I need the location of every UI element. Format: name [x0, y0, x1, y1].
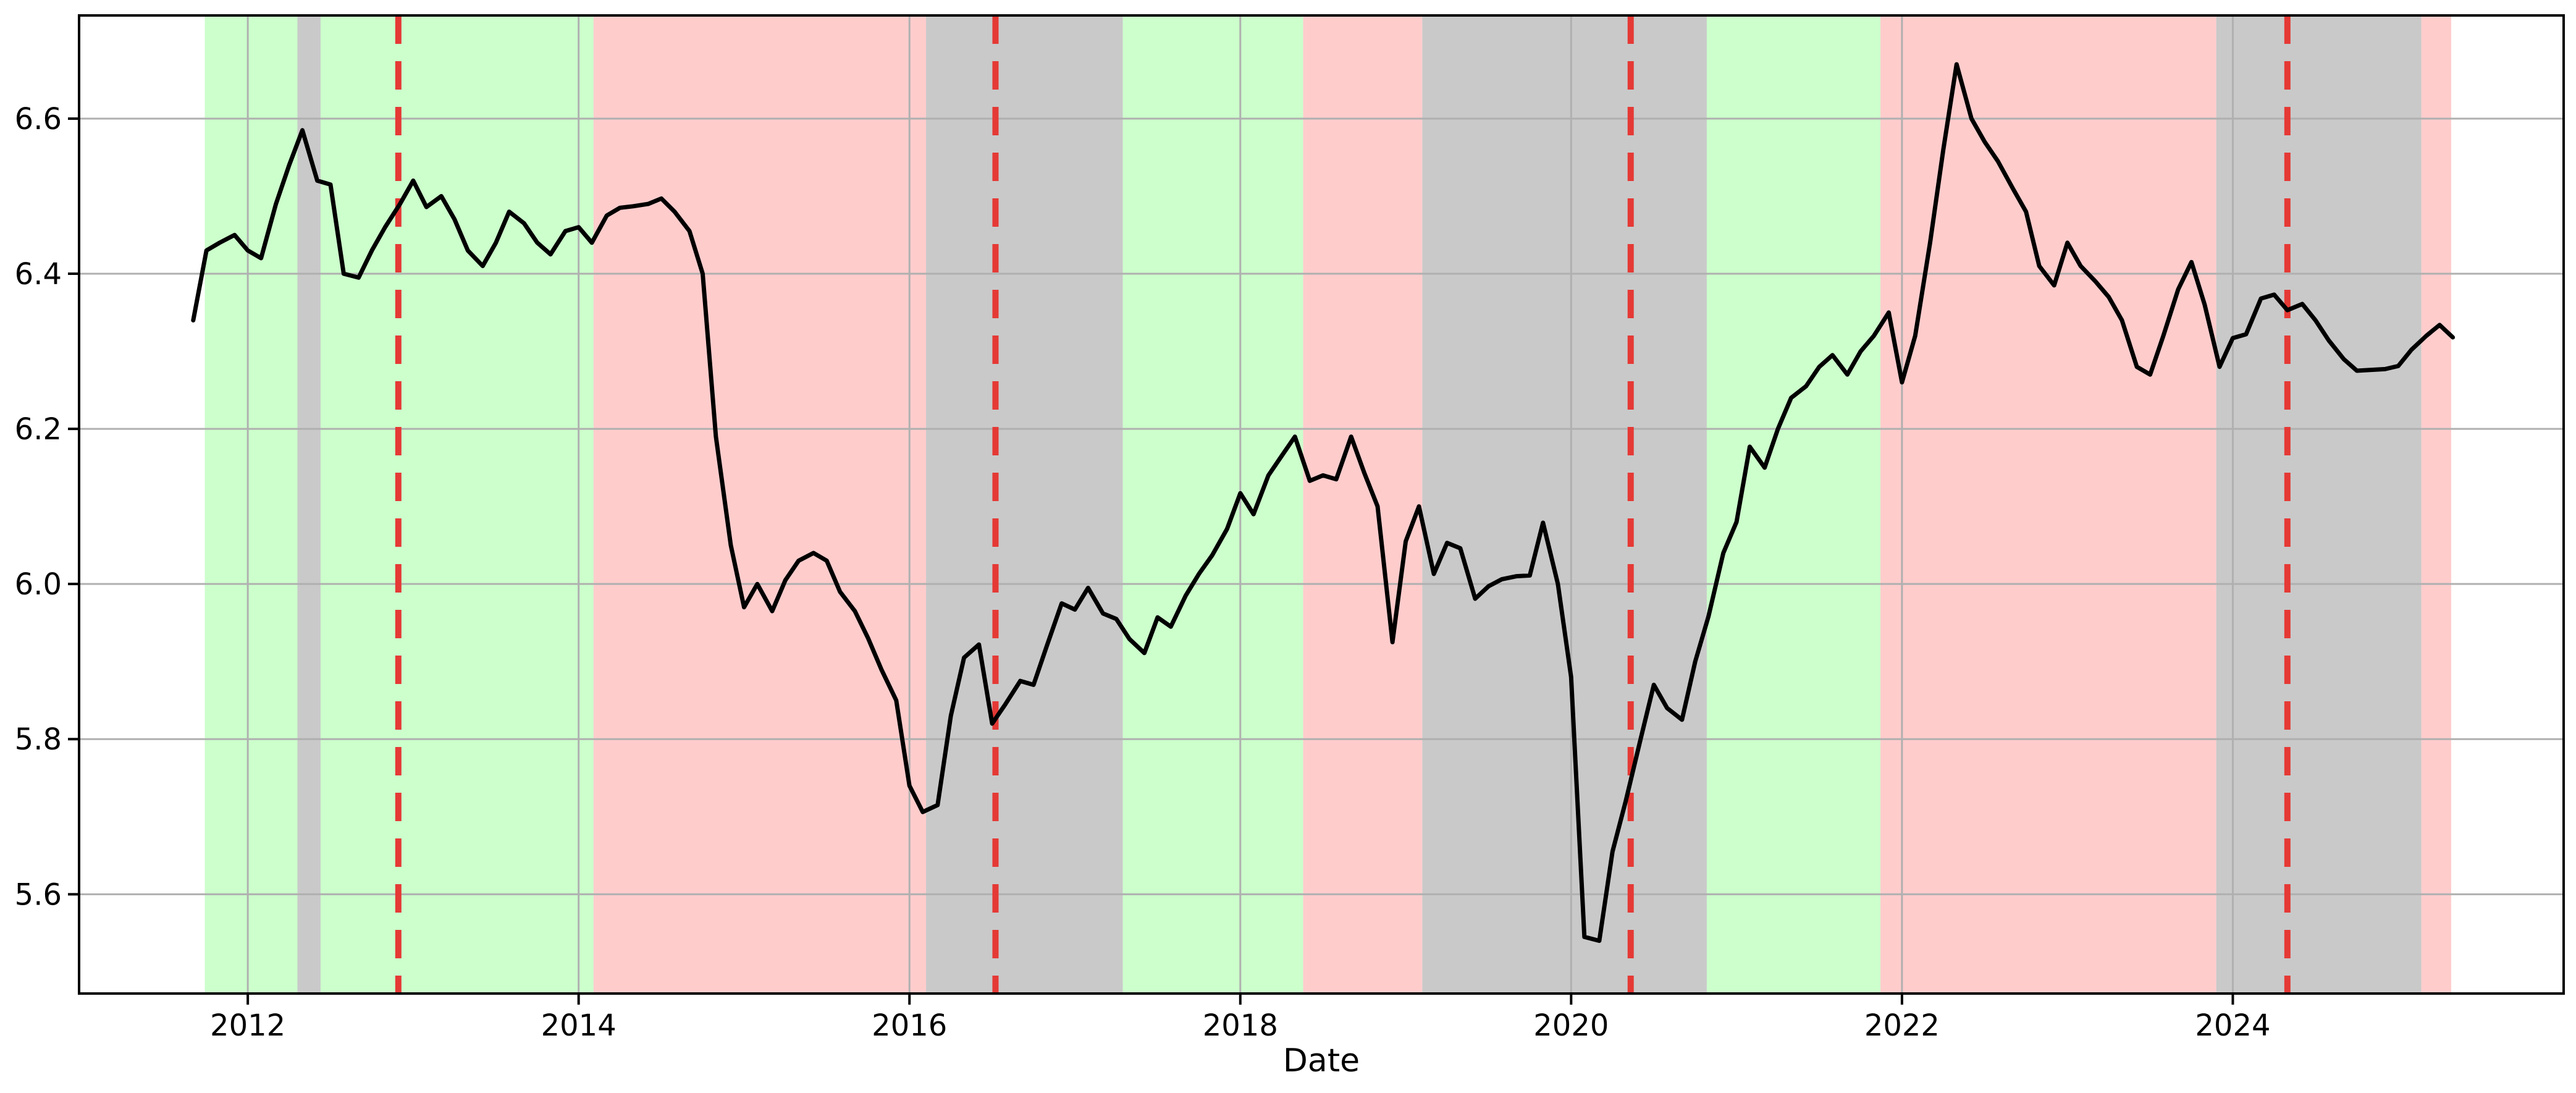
regime-band-red [1880, 15, 2216, 994]
regime-band-green [1122, 15, 1303, 994]
y-tick-label: 5.8 [15, 722, 62, 757]
x-tick-label: 2024 [2195, 1008, 2270, 1043]
x-axis-label: Date [1283, 1042, 1360, 1079]
x-tick-label: 2014 [541, 1008, 617, 1043]
regime-band-green [320, 15, 594, 994]
regime-band-gray [297, 15, 321, 994]
regime-band-green [204, 15, 298, 994]
y-tick-label: 5.6 [15, 877, 62, 912]
regime-band-gray [926, 15, 1123, 994]
x-tick-label: 2012 [210, 1008, 285, 1043]
y-tick-label: 6.2 [15, 412, 62, 447]
y-tick-label: 6.0 [15, 567, 62, 602]
regime-band-red [1303, 15, 1423, 994]
regime-band-gray [1422, 15, 1707, 994]
x-tick-label: 2022 [1864, 1008, 1940, 1043]
y-tick-label: 6.6 [15, 102, 62, 137]
regime-band-red [2421, 15, 2451, 994]
regime-band-gray [2216, 15, 2422, 994]
x-tick-label: 2016 [872, 1008, 947, 1043]
x-tick-label: 2020 [1533, 1008, 1609, 1043]
plot-area: 2012 2014 2016 2018 2020 2022 2024 5.6 5.8 6.0 6.2… [15, 14, 2565, 1043]
regime-band-green [1706, 15, 1881, 994]
x-tick-label: 2018 [1203, 1008, 1278, 1043]
series-line-log-price [191, 62, 2456, 943]
regime-band-red [593, 15, 927, 994]
axes-frame [78, 14, 2565, 995]
y-tick-label: 6.4 [15, 257, 62, 292]
